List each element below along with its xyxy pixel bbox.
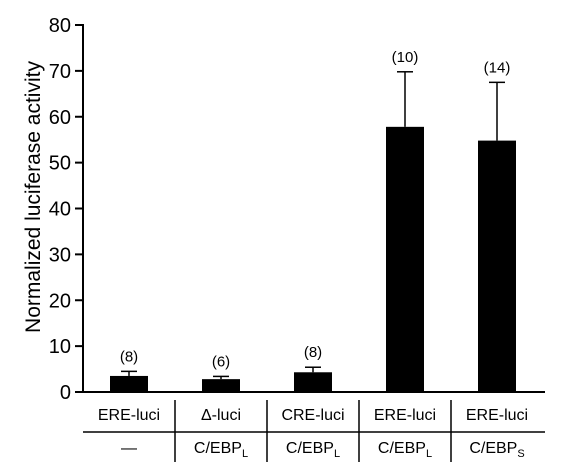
y-tick-label-70: 70 [49, 61, 71, 83]
bar-5 [478, 140, 516, 392]
cotransfection-label-5: C/EBPS [469, 440, 524, 460]
y-tick-label-60: 60 [49, 107, 71, 129]
n-label-2: (6) [212, 353, 230, 370]
reporter-label-3: CRE-luci [281, 407, 344, 424]
reporter-label-5: ERE-luci [466, 407, 528, 424]
n-label-4: (10) [392, 49, 419, 66]
y-tick-label-0: 0 [60, 382, 71, 404]
bar-1 [110, 375, 148, 392]
bar-4 [386, 126, 424, 392]
bar-2 [202, 379, 240, 392]
n-label-1: (8) [120, 348, 138, 365]
y-tick-label-10: 10 [49, 336, 71, 358]
plot-area: 0 10 20 30 40 50 60 70 80 (8) ERE-luci — (6) Δ-luci C/… [49, 15, 545, 462]
cotransfection-label-3: C/EBPL [286, 440, 340, 460]
reporter-label-1: ERE-luci [98, 407, 160, 424]
n-label-5: (14) [484, 59, 511, 76]
y-axis-title: Normalized luciferase activity [22, 61, 45, 333]
y-tick-label-80: 80 [49, 15, 71, 37]
reporter-label-4: ERE-luci [374, 407, 436, 424]
cotransfection-label-2: C/EBPL [194, 440, 248, 460]
reporter-label-2: Δ-luci [201, 407, 241, 424]
cotransfection-label-1: — [121, 440, 137, 457]
y-tick-label-40: 40 [49, 199, 71, 221]
y-tick-label-30: 30 [49, 244, 71, 266]
y-tick-label-50: 50 [49, 153, 71, 175]
n-label-3: (8) [304, 344, 322, 361]
bar-3 [294, 372, 332, 392]
y-tick-label-20: 20 [49, 290, 71, 312]
cotransfection-label-4: C/EBPL [378, 440, 432, 460]
